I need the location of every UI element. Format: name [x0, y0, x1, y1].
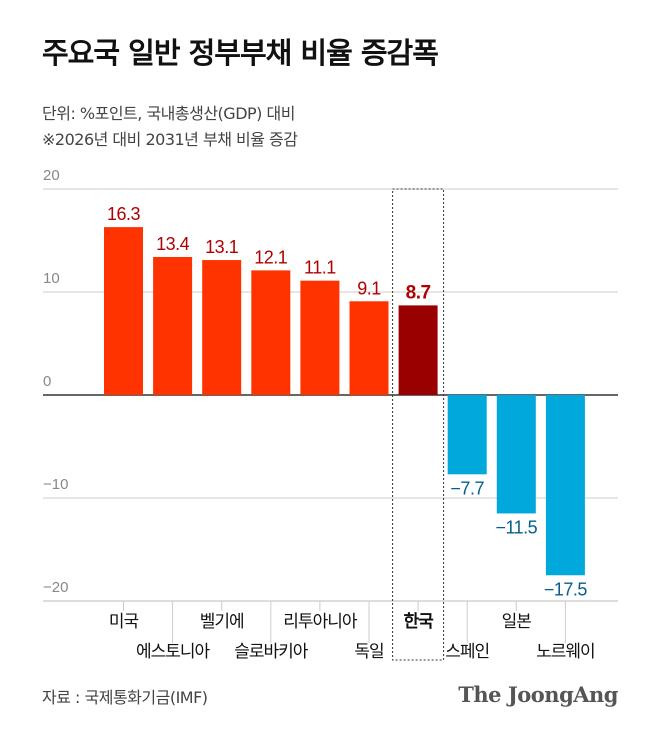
value-label: 13.4: [156, 234, 190, 254]
unit-note: 단위: %포인트, 국내총생산(GDP) 대비: [42, 104, 295, 123]
bar: [104, 227, 143, 395]
value-label: −7.7: [450, 478, 484, 498]
bar: [349, 301, 389, 395]
bar: [447, 395, 487, 475]
y-tick-label: 10: [43, 270, 60, 287]
x-tick-label: 리투아니아: [283, 612, 358, 632]
x-tick-label: 독일: [354, 642, 383, 662]
bar: [496, 395, 536, 514]
y-tick-label: 20: [43, 167, 60, 184]
bar: [202, 260, 242, 395]
x-tick-label: 벨기에: [200, 612, 244, 632]
period-note: ※2026년 대비 2031년 부채 비율 증감: [42, 130, 298, 149]
x-tick-label: 노르웨이: [536, 642, 595, 662]
publisher-logo: The JoongAng: [458, 682, 618, 707]
highlight-box: [392, 188, 445, 661]
y-tick-label: 0: [43, 373, 51, 390]
x-tick-label: 한국: [403, 612, 434, 632]
x-tick-label: 슬로바키아: [234, 642, 309, 662]
bar: [251, 270, 291, 395]
bar: [300, 280, 340, 395]
value-label: 8.7: [406, 282, 431, 303]
value-label: 13.1: [205, 237, 239, 257]
value-label: 11.1: [304, 258, 336, 278]
source-note: 자료 : 국제통화기금(IMF): [42, 688, 208, 707]
bar: [545, 395, 585, 576]
y-tick-label: −20: [43, 579, 68, 596]
value-label: 12.1: [254, 247, 288, 267]
x-tick-label: 미국: [109, 612, 139, 632]
bar: [398, 305, 438, 395]
value-label: 16.3: [107, 204, 141, 224]
x-tick-label: 일본: [502, 612, 532, 632]
y-tick-label: −10: [43, 476, 68, 493]
x-tick-label: 스페인: [445, 642, 489, 662]
value-label: 9.1: [357, 278, 381, 298]
chart-title: 주요국 일반 정부부채 비율 증감폭: [42, 36, 439, 70]
x-tick-label: 에스토니아: [136, 642, 211, 662]
bar: [153, 256, 193, 395]
value-label: −11.5: [495, 517, 537, 537]
value-label: −17.5: [544, 579, 588, 599]
